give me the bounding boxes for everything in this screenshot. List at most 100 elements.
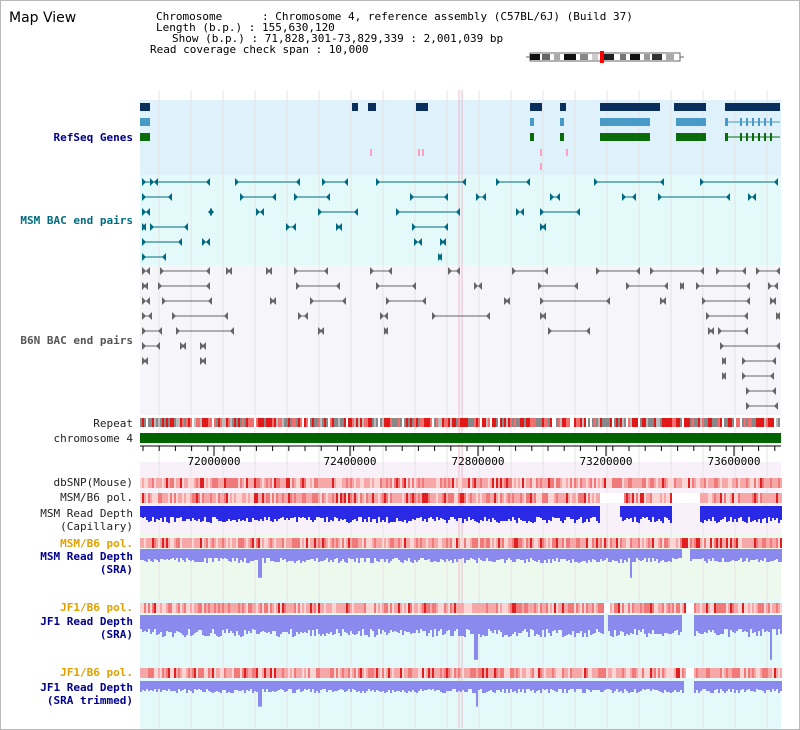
msm-depth-sra-bar [232,549,234,558]
jf1-depth-tr-bar [188,681,190,690]
jf1-b6-pol-cell [700,603,702,613]
jf1-b6-pol-cell [284,603,286,613]
msm-b6-pol-cell [742,493,744,503]
jf1-b6-pol2-cell [318,668,320,678]
jf1-depth-tr-bar [426,681,428,690]
msm-depth-cap-bar [734,506,736,519]
dbsnp-cell [182,478,184,488]
jf1-b6-pol-cell [516,603,518,613]
jf1-depth-sra-bar [760,615,762,636]
msm-depth-sra-bar [204,549,206,558]
repeat-segment [536,418,538,427]
msm-depth-cap-bar [336,506,338,518]
dbsnp-cell [774,478,776,488]
track-label-b6n-bac[interactable]: B6N BAC end pairs [20,334,133,347]
jf1-b6-pol2-cell [180,668,182,678]
jf1-b6-pol-cell [658,603,660,613]
jf1-b6-pol2-cell [412,668,414,678]
repeat-segment [266,418,268,427]
jf1-depth-sra-bar [528,615,530,637]
track-label-msm-depth-cap[interactable]: MSM Read Depth [40,507,133,520]
jf1-b6-pol2-cell [566,668,568,678]
repeat-segment [660,418,662,427]
jf1-depth-tr-bar [650,681,652,691]
msm-depth-sra-bar [704,549,706,561]
track-label-msm-depth-sra[interactable]: MSM Read Depth [40,550,133,563]
msm-depth-sra-bar [330,549,332,560]
jf1-b6-pol-cell [526,603,528,613]
jf1-b6-pol-cell [702,603,704,613]
msm-b6-pol2-cell [422,538,424,548]
msm-b6-pol2-cell [394,538,396,548]
jf1-b6-pol2-cell [600,668,602,678]
jf1-depth-tr-bar [720,681,722,689]
msm-depth-sra-bar [696,549,698,559]
track-label-msm-bac[interactable]: MSM BAC end pairs [20,214,133,227]
msm-depth-sra-bar [468,549,470,560]
dbsnp-cell [352,478,354,488]
msm-b6-pol2-cell [594,538,596,548]
msm-depth-cap-bar [466,506,468,521]
dbsnp-cell [400,478,402,488]
jf1-depth-sra-bar [484,615,486,636]
jf1-depth-tr-bar [384,681,386,693]
repeat-segment [452,418,454,427]
msm-depth-sra-bar [224,549,226,558]
track-label-jf1-b6-pol-2[interactable]: JF1/B6 pol. [60,666,133,679]
dbsnp-cell [734,478,736,488]
jf1-depth-tr-bar [526,681,528,689]
jf1-depth-tr-bar [552,681,554,690]
msm-b6-pol2-cell [292,538,294,548]
jf1-depth-tr-bar [212,681,214,693]
msm-depth-cap-bar [224,506,226,522]
repeat-segment [188,418,190,427]
msm-depth-cap-bar [592,506,594,517]
track-label-jf1-b6-pol[interactable]: JF1/B6 pol. [60,601,133,614]
msm-b6-pol-cell [212,493,214,503]
track-label-dbsnp[interactable]: dbSNP(Mouse) [53,476,133,489]
msm-depth-cap-bar [270,506,272,521]
msm-b6-pol2-cell [452,538,454,548]
msm-b6-pol-cell [250,493,252,503]
track-label-jf1-depth-tr[interactable]: JF1 Read Depth [40,681,133,694]
repeat-segment [366,418,368,427]
dbsnp-cell [640,478,642,488]
jf1-b6-pol2-cell [432,668,434,678]
dbsnp-cell [146,478,148,488]
track-label-refseq[interactable]: RefSeq Genes [53,131,133,144]
b6n-bac-pair-end [702,297,706,305]
jf1-depth-tr-bar [302,681,304,691]
jf1-b6-pol-cell [628,603,630,613]
jf1-depth-tr-bar [252,681,254,693]
jf1-b6-pol-cell [612,603,614,613]
jf1-b6-pol-cell [296,603,298,613]
jf1-depth-sra-bar [706,615,708,633]
jf1-b6-pol-cell [352,603,354,613]
jf1-b6-pol2-cell [678,668,680,678]
repeat-segment [450,418,452,427]
msm-depth-cap-bar [384,506,386,522]
track-label-msm-b6-pol-2[interactable]: MSM/B6 pol. [60,537,133,550]
jf1-b6-pol-cell [596,603,598,613]
track-label-chromosome[interactable]: chromosome 4 [53,432,133,445]
msm-b6-pol2-cell [744,538,746,548]
msm-b6-pol2-cell [500,538,502,548]
track-label-jf1-depth-sra[interactable]: JF1 Read Depth [40,615,133,628]
jf1-depth-tr-bar [562,681,564,693]
jf1-b6-pol2-cell [140,668,142,678]
b6n-bac-pair-end [142,342,146,350]
dbsnp-cell [642,478,644,488]
track-label-msm-b6-pol[interactable]: MSM/B6 pol. [60,491,133,504]
jf1-depth-tr-bar [708,681,710,691]
jf1-depth-sra-bar [646,615,648,637]
msm-b6-pol2-cell [534,538,536,548]
msm-b6-pol2-cell [168,538,170,548]
refseq-gene-row3-exon [746,133,748,141]
repeat-segment [232,418,234,427]
track-label-repeat[interactable]: Repeat [93,417,133,430]
msm-depth-sra-bar [142,549,144,560]
msm-depth-sra-bar [230,549,232,562]
jf1-depth-tr-bar [624,681,626,689]
repeat-segment [750,418,752,427]
